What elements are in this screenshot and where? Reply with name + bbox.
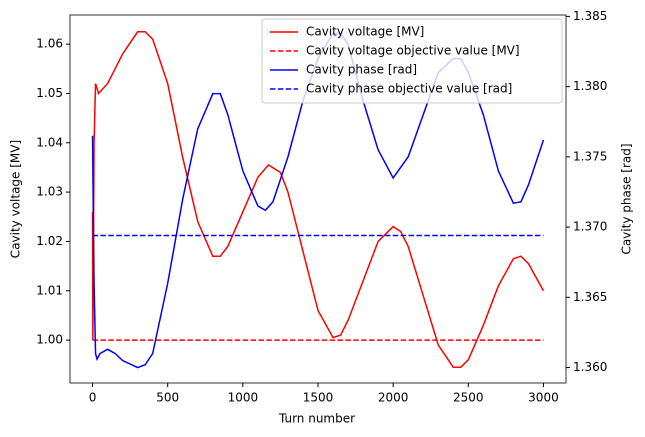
x-tick-label: 3000 bbox=[528, 391, 559, 405]
x-tick-label: 1500 bbox=[303, 391, 334, 405]
x-tick-label: 2000 bbox=[378, 391, 409, 405]
y-tick-label: 1.00 bbox=[36, 333, 63, 347]
y2-tick-label: 1.365 bbox=[573, 290, 607, 304]
legend-label: Cavity voltage objective value [MV] bbox=[306, 44, 520, 58]
legend-label: Cavity voltage [MV] bbox=[306, 25, 424, 39]
x-tick-label: 1000 bbox=[228, 391, 259, 405]
x-axis-label: Turn number bbox=[278, 412, 355, 426]
x-tick-label: 500 bbox=[156, 391, 179, 405]
x-tick-label: 0 bbox=[89, 391, 97, 405]
y2-tick-label: 1.375 bbox=[573, 149, 607, 163]
y2-tick-label: 1.370 bbox=[573, 220, 607, 234]
y2-tick-label: 1.360 bbox=[573, 360, 607, 374]
y2-tick-label: 1.385 bbox=[573, 9, 607, 23]
y-axis-label: Cavity voltage [MV] bbox=[9, 140, 23, 258]
y2-tick-label: 1.380 bbox=[573, 79, 607, 93]
y-tick-label: 1.06 bbox=[36, 37, 63, 51]
legend-label: Cavity phase objective value [rad] bbox=[306, 82, 512, 96]
y-tick-label: 1.02 bbox=[36, 234, 63, 248]
legend-label: Cavity phase [rad] bbox=[306, 63, 417, 77]
y-tick-label: 1.04 bbox=[36, 135, 63, 149]
y-tick-label: 1.05 bbox=[36, 86, 63, 100]
legend-box bbox=[261, 18, 563, 104]
x-tick-label: 2500 bbox=[453, 391, 484, 405]
y2-axis-label: Cavity phase [rad] bbox=[620, 143, 634, 254]
y-tick-label: 1.01 bbox=[36, 283, 63, 297]
series-line bbox=[91, 31, 545, 368]
y-tick-label: 1.03 bbox=[36, 185, 63, 199]
